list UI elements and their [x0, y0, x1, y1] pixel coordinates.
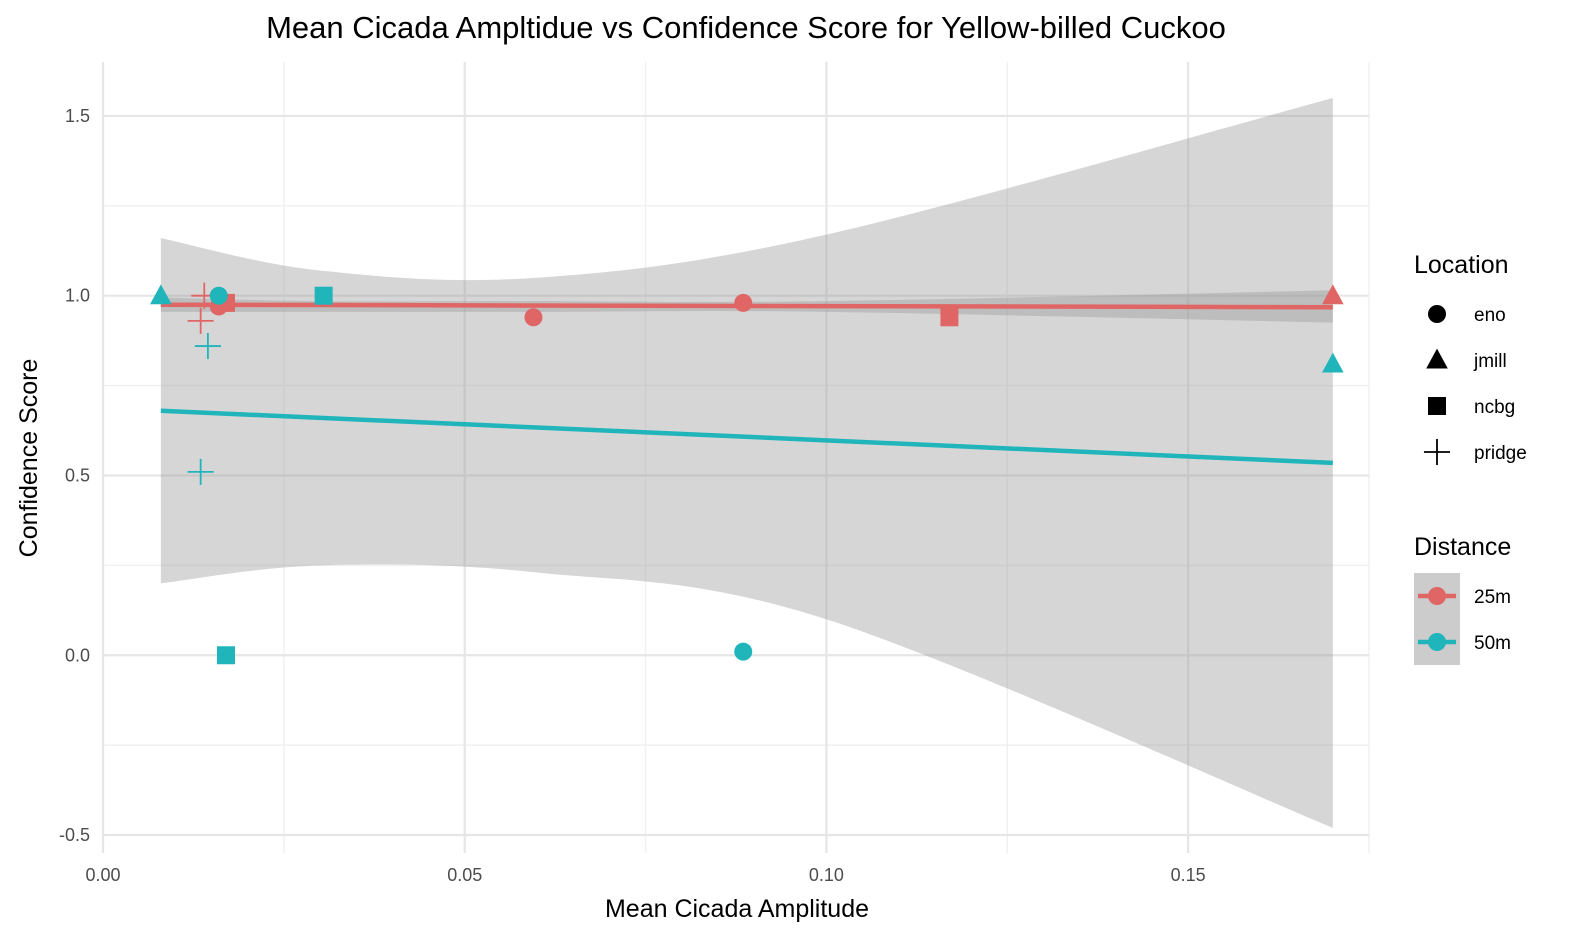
confidence-bands — [160, 97, 1333, 828]
data-point-50m-eno — [209, 286, 228, 305]
data-point-25m-eno — [524, 308, 543, 327]
data-points — [150, 282, 1344, 665]
legend-label-jmill: jmill — [1473, 351, 1507, 372]
trend-line-50m — [160, 408, 1333, 466]
legend-label-pridge: pridge — [1474, 443, 1527, 464]
legend-distance-title: Distance — [1414, 533, 1511, 561]
data-point-50m-ncbg — [314, 286, 333, 305]
legend-key-eno — [1428, 305, 1446, 323]
legend-key-pridge — [1423, 438, 1451, 466]
legend-key-ncbg — [1428, 397, 1446, 415]
data-point-50m-pridge — [187, 458, 214, 485]
data-point-25m-eno — [734, 293, 753, 312]
y-axis-ticks: -0.5 0.0 0.5 1.0 1.5 — [59, 106, 90, 845]
legend-label-50m: 50m — [1474, 633, 1511, 654]
x-axis-ticks: 0.00 0.05 0.10 0.15 — [85, 865, 1205, 885]
chart-title: Mean Cicada Ampltidue vs Confidence Scor… — [266, 10, 1226, 45]
x-tick-label: 0.10 — [809, 865, 844, 885]
data-point-50m-eno — [734, 642, 753, 661]
data-point-50m-jmill — [1322, 352, 1344, 373]
y-tick-label: 1.5 — [65, 106, 90, 126]
legend: Location eno jmill ncbg pridge Distance 25m 50m — [1414, 251, 1527, 665]
y-tick-label: 0.0 — [65, 645, 90, 665]
x-tick-label: 0.05 — [447, 865, 482, 885]
legend-location-title: Location — [1414, 251, 1509, 279]
legend-label-ncbg: ncbg — [1474, 397, 1515, 418]
x-tick-label: 0.00 — [85, 865, 120, 885]
data-point-25m-jmill — [1322, 284, 1344, 305]
y-tick-label: -0.5 — [59, 825, 90, 845]
data-point-50m-pridge — [194, 332, 221, 360]
data-point-50m-ncbg — [216, 646, 235, 665]
legend-label-eno: eno — [1474, 305, 1506, 326]
legend-key-dot-50m — [1428, 633, 1446, 651]
legend-key-dot-25m — [1428, 587, 1446, 605]
confidence-band-50m — [160, 97, 1333, 828]
y-tick-label: 1.0 — [65, 286, 90, 306]
data-point-25m-ncbg — [940, 308, 959, 327]
data-point-25m-pridge — [187, 307, 214, 334]
y-tick-label: 0.5 — [65, 465, 90, 485]
legend-key-jmill — [1426, 348, 1448, 369]
x-tick-label: 0.15 — [1171, 865, 1206, 885]
legend-label-25m: 25m — [1474, 587, 1511, 608]
data-point-50m-jmill — [150, 284, 172, 305]
x-axis-title: Mean Cicada Amplitude — [605, 895, 869, 923]
y-axis-title: Confidence Score — [15, 359, 43, 558]
